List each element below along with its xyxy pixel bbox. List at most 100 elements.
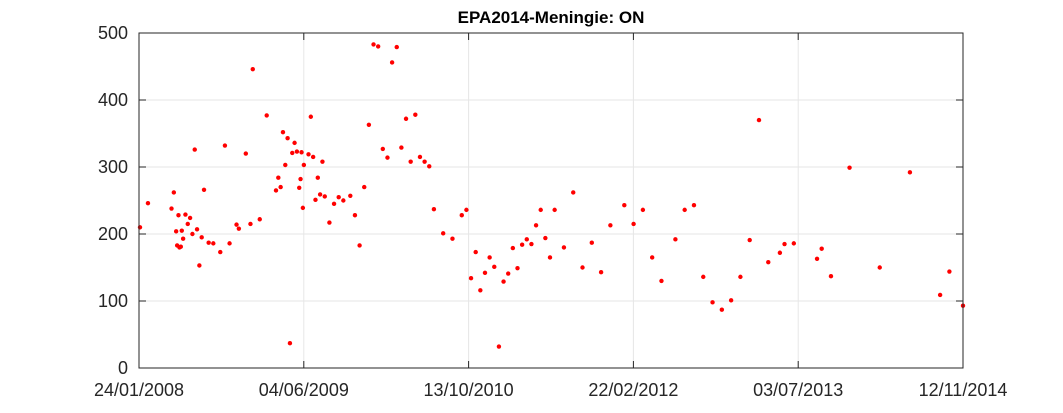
data-point — [257, 217, 262, 222]
data-point — [310, 154, 316, 160]
data-point — [278, 184, 283, 190]
data-point — [206, 240, 211, 245]
data-point — [403, 116, 409, 121]
data-point — [501, 279, 506, 284]
data-point — [348, 193, 353, 199]
y-tick-labels: 0 100 200 300 400 500 — [98, 23, 128, 378]
x-tick-label: 04/06/2009 — [259, 380, 349, 400]
data-point — [791, 241, 797, 246]
tick-marks — [138, 32, 964, 369]
data-point — [199, 235, 204, 240]
data-point — [243, 151, 249, 156]
data-point — [362, 184, 367, 190]
data-point — [276, 175, 281, 180]
data-point — [492, 264, 497, 270]
data-point — [176, 213, 181, 218]
x-tick-label: 13/10/2010 — [424, 380, 514, 400]
data-point — [300, 205, 306, 211]
data-point — [417, 154, 423, 160]
data-point — [308, 114, 314, 119]
data-point — [728, 298, 734, 303]
data-point — [201, 187, 207, 192]
x-tick-label: 03/07/2013 — [753, 380, 843, 400]
data-point — [179, 228, 184, 233]
data-point — [468, 276, 474, 281]
data-point — [408, 159, 413, 164]
x-tick-label: 24/01/2008 — [94, 380, 184, 400]
data-point — [211, 241, 216, 246]
data-point — [847, 165, 852, 170]
y-tick-label: 0 — [118, 358, 128, 378]
data-point — [171, 190, 177, 195]
data-point — [682, 207, 687, 213]
data-point — [137, 225, 143, 230]
data-point — [185, 221, 190, 227]
data-point — [473, 249, 478, 255]
data-point — [389, 60, 395, 65]
data-point — [580, 265, 585, 270]
data-point — [515, 265, 520, 271]
data-point — [169, 206, 174, 211]
data-point — [450, 236, 455, 241]
data-point — [290, 150, 295, 156]
data-point — [877, 265, 882, 270]
data-point — [190, 231, 195, 237]
data-point — [222, 143, 228, 148]
data-point — [631, 221, 636, 227]
data-point — [691, 202, 697, 208]
data-point — [331, 201, 337, 207]
data-point — [659, 278, 664, 284]
y-tick-label: 100 — [98, 291, 128, 311]
plot-background — [139, 33, 963, 368]
y-tick-label: 500 — [98, 23, 128, 43]
data-point — [440, 231, 446, 236]
data-point — [547, 255, 553, 260]
data-point — [236, 226, 242, 231]
y-tick-label: 300 — [98, 157, 128, 177]
data-point — [673, 237, 678, 242]
data-point — [287, 341, 293, 346]
data-point — [782, 241, 787, 247]
data-point — [145, 200, 151, 206]
data-point — [937, 292, 943, 298]
data-point — [510, 245, 516, 251]
data-point — [947, 269, 952, 274]
data-point — [422, 159, 427, 164]
data-point — [738, 274, 743, 280]
data-point — [197, 263, 202, 268]
data-point — [183, 212, 188, 217]
data-point — [285, 135, 290, 141]
data-point — [313, 197, 318, 203]
data-point — [280, 129, 286, 135]
data-point — [747, 237, 752, 243]
data-point — [187, 215, 193, 221]
data-point — [777, 250, 783, 255]
data-point — [533, 223, 539, 228]
data-point — [701, 274, 706, 280]
data-point — [283, 162, 288, 168]
data-point — [371, 42, 376, 47]
data-point — [292, 140, 297, 146]
x-tick-label: 12/11/2014 — [919, 380, 1008, 400]
data-point — [907, 170, 913, 175]
data-point — [828, 274, 834, 279]
data-point — [552, 207, 557, 213]
data-point — [589, 240, 594, 245]
data-point — [399, 145, 404, 150]
data-point — [719, 307, 725, 312]
y-tick-label: 200 — [98, 224, 128, 244]
data-point — [315, 175, 320, 180]
data-point — [427, 164, 432, 169]
data-point — [375, 44, 381, 49]
data-point — [299, 150, 304, 155]
data-point — [273, 188, 279, 193]
data-point — [294, 149, 300, 154]
data-point — [640, 207, 646, 213]
data-point — [598, 269, 604, 275]
data-point — [710, 300, 715, 305]
data-point — [814, 256, 820, 261]
data-point — [496, 344, 502, 349]
data-point — [487, 255, 492, 260]
data-point — [298, 176, 303, 182]
